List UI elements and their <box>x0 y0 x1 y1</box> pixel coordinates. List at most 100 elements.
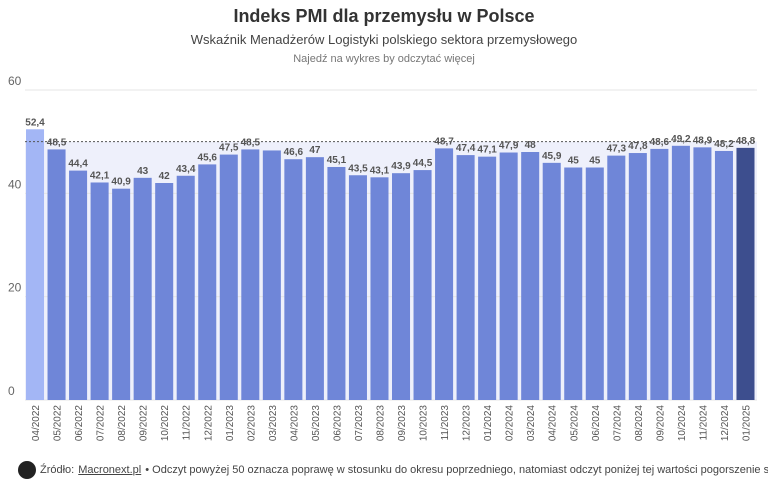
x-tick-label: 05/2022 <box>53 405 64 442</box>
x-tick-label: 06/2022 <box>74 405 85 442</box>
bar[interactable] <box>241 149 260 400</box>
source-label: Źródło: <box>40 464 75 476</box>
x-tick-label: 09/2023 <box>397 405 408 442</box>
x-tick-label: 12/2022 <box>203 405 214 442</box>
bar[interactable] <box>542 162 561 400</box>
bar[interactable] <box>671 145 690 400</box>
bar[interactable] <box>176 175 195 400</box>
y-tick-label: 40 <box>8 177 22 191</box>
chart-hint: Najedź na wykres by odczytać więcej <box>293 53 475 65</box>
bar[interactable] <box>413 170 432 400</box>
macronext-logo-icon <box>18 461 36 479</box>
data-label: 40,9 <box>111 177 131 188</box>
bar[interactable] <box>327 166 346 400</box>
footer: Źródło: Macronext.pl • Odczyt powyżej 50… <box>18 461 768 479</box>
footer-note: • Odczyt powyżej 50 oznacza poprawę w st… <box>145 464 768 476</box>
data-label: 47 <box>309 145 321 156</box>
data-label: 47,8 <box>628 141 648 152</box>
data-label: 45,1 <box>327 155 347 166</box>
bar[interactable] <box>478 156 497 400</box>
bar[interactable] <box>262 150 281 400</box>
data-label: 43,1 <box>370 165 390 176</box>
x-tick-label: 10/2022 <box>160 405 171 442</box>
bar-chart[interactable]: 0 20 40 60 52,4 04/2022 48,5 05/2022 44,4 06/2022… <box>0 0 768 460</box>
data-label: 43,9 <box>391 161 411 172</box>
data-label: 49,2 <box>671 134 691 145</box>
bar[interactable] <box>69 170 88 400</box>
data-label: 48,5 <box>47 137 67 148</box>
source-link[interactable]: Macronext.pl <box>78 464 142 476</box>
data-label: 42,1 <box>90 170 110 181</box>
data-label: 48,9 <box>693 135 713 146</box>
bar[interactable] <box>564 167 583 401</box>
bar[interactable] <box>219 154 238 400</box>
x-tick-label: 08/2022 <box>117 405 128 442</box>
chart-subtitle: Wskaźnik Menadżerów Logistyki polskiego … <box>190 32 578 47</box>
x-tick-label: 03/2023 <box>268 405 279 442</box>
bar[interactable] <box>499 152 518 400</box>
x-tick-label: 01/2024 <box>483 405 494 442</box>
bar[interactable] <box>370 177 389 400</box>
data-label: 48,7 <box>434 136 454 147</box>
x-tick-label: 09/2022 <box>139 405 150 442</box>
bar[interactable] <box>348 175 367 400</box>
x-tick-label: 06/2024 <box>591 405 602 442</box>
x-tick-label: 12/2024 <box>720 405 731 442</box>
data-label: 47,3 <box>607 144 627 155</box>
x-tick-label: 01/2023 <box>225 405 236 442</box>
x-tick-label: 05/2023 <box>311 405 322 442</box>
bar[interactable] <box>435 148 454 400</box>
bar[interactable] <box>133 177 152 400</box>
x-tick-label: 03/2024 <box>526 405 537 442</box>
data-label: 45,6 <box>198 152 218 163</box>
x-tick-label: 10/2023 <box>419 405 430 442</box>
data-label: 47,1 <box>477 145 497 156</box>
bar[interactable] <box>736 147 755 400</box>
x-tick-label: 04/2024 <box>548 405 559 442</box>
bar[interactable] <box>693 147 712 400</box>
data-label: 48,2 <box>714 139 734 150</box>
bar[interactable] <box>650 148 669 400</box>
x-tick-label: 07/2024 <box>612 405 623 442</box>
data-label: 47,4 <box>456 143 476 154</box>
bar[interactable] <box>714 150 733 400</box>
data-label: 43 <box>137 166 149 177</box>
x-tick-label: 08/2023 <box>375 405 386 442</box>
data-label: 45 <box>568 156 580 167</box>
data-label: 42 <box>159 171 171 182</box>
data-label: 43,5 <box>348 163 368 174</box>
x-tick-label: 11/2023 <box>440 405 451 441</box>
bar[interactable] <box>90 182 109 400</box>
bar[interactable] <box>47 149 66 400</box>
bar[interactable] <box>26 129 45 400</box>
x-tick-label: 01/2025 <box>741 405 752 442</box>
bar[interactable] <box>456 155 475 400</box>
x-tick-label: 07/2022 <box>96 405 107 442</box>
x-tick-label: 11/2024 <box>698 405 709 441</box>
bar[interactable] <box>392 173 411 400</box>
y-tick-label: 0 <box>8 384 15 398</box>
data-label: 43,4 <box>176 164 196 175</box>
data-label: 48,6 <box>650 137 670 148</box>
y-tick-label: 20 <box>8 281 22 295</box>
data-label: 44,5 <box>413 158 433 169</box>
y-tick-label: 60 <box>8 74 22 88</box>
x-tick-label: 06/2023 <box>332 405 343 442</box>
x-tick-label: 02/2023 <box>246 405 257 442</box>
bar[interactable] <box>284 159 303 400</box>
x-tick-label: 08/2024 <box>634 405 645 442</box>
bar[interactable] <box>305 157 324 400</box>
data-label: 47,5 <box>219 143 239 154</box>
chart-title: Indeks PMI dla przemysłu w Polsce <box>233 6 535 26</box>
bar[interactable] <box>585 167 604 401</box>
x-tick-label: 10/2024 <box>677 405 688 442</box>
bar[interactable] <box>198 164 217 400</box>
data-label: 48 <box>525 140 537 151</box>
bar[interactable] <box>112 188 131 400</box>
bar[interactable] <box>607 155 626 400</box>
bar[interactable] <box>155 183 174 400</box>
bar[interactable] <box>521 152 540 400</box>
bar[interactable] <box>628 153 647 400</box>
data-label: 48,5 <box>241 137 261 148</box>
x-tick-label: 12/2023 <box>462 405 473 442</box>
